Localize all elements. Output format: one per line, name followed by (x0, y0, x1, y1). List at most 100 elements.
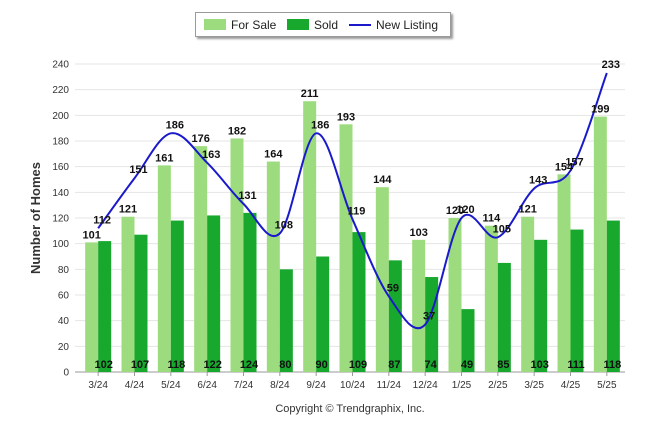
x-tick-label: 3/25 (524, 380, 544, 391)
y-tick-label: 140 (52, 188, 69, 199)
data-label-for-sale: 103 (409, 227, 427, 239)
data-label-new-listing: 186 (166, 119, 184, 131)
x-tick-label: 3/24 (88, 380, 108, 391)
data-label-new-listing: 59 (387, 282, 399, 294)
y-tick-label: 180 (52, 137, 69, 148)
x-tick-label: 4/24 (125, 380, 145, 391)
legend-label-new-listing: New Listing (376, 18, 439, 32)
data-label-for-sale: 176 (191, 133, 209, 145)
legend-item-for-sale: For Sale (204, 18, 276, 32)
bar-for-sale (448, 218, 462, 372)
x-tick-label: 4/25 (561, 380, 581, 391)
data-label-for-sale: 120 (446, 205, 464, 217)
y-tick-label: 100 (52, 239, 69, 250)
data-label-sold: 111 (567, 359, 584, 371)
y-tick-label: 80 (58, 265, 70, 276)
y-tick-label: 200 (52, 111, 69, 122)
bar-for-sale (375, 187, 389, 372)
bar-sold (388, 260, 402, 372)
data-label-for-sale: 144 (373, 174, 392, 186)
data-label-sold: 87 (388, 359, 400, 371)
data-label-sold: 102 (94, 359, 112, 371)
legend-swatch-sold (287, 19, 309, 30)
data-label-for-sale: 154 (555, 161, 574, 173)
legend-swatch-new-listing (349, 24, 371, 26)
bar-for-sale (303, 101, 317, 372)
bar-for-sale (412, 239, 426, 372)
bar-for-sale (194, 146, 208, 372)
y-tick-label: 20 (58, 342, 70, 353)
bar-sold (279, 269, 293, 372)
data-label-sold: 103 (530, 359, 548, 371)
data-label-new-listing: 157 (565, 157, 583, 169)
bar-sold (352, 232, 366, 372)
legend-item-sold: Sold (287, 18, 338, 32)
data-label-sold: 124 (240, 359, 259, 371)
data-label-for-sale: 161 (155, 152, 173, 164)
bar-for-sale (85, 242, 99, 372)
legend-label-sold: Sold (314, 18, 339, 32)
x-tick-label: 9/24 (306, 380, 326, 391)
bar-sold (497, 262, 511, 372)
y-tick-label: 160 (52, 162, 69, 173)
bar-for-sale (266, 161, 280, 372)
data-label-new-listing: 151 (129, 164, 147, 176)
bar-for-sale (121, 216, 135, 372)
data-label-for-sale: 121 (518, 204, 536, 216)
data-label-new-listing: 37 (423, 311, 435, 323)
y-tick-label: 220 (52, 85, 69, 96)
y-tick-label: 40 (58, 316, 70, 327)
y-tick-label: 120 (52, 214, 69, 225)
data-label-new-listing: 186 (311, 119, 329, 131)
line-new-listing (97, 72, 608, 330)
bar-sold (134, 234, 148, 372)
data-label-new-listing: 112 (93, 214, 111, 226)
bar-sold (461, 309, 475, 372)
data-label-sold: 122 (203, 359, 221, 371)
x-tick-label: 10/24 (340, 380, 365, 391)
y-tick-label: 0 (63, 368, 69, 379)
bar-sold (534, 239, 548, 372)
legend-item-new-listing: New Listing (349, 18, 438, 32)
data-label-new-listing: 131 (238, 190, 256, 202)
data-label-sold: 80 (279, 359, 291, 371)
bar-sold (98, 241, 112, 372)
bar-sold (170, 220, 184, 372)
data-label-new-listing: 120 (456, 204, 474, 216)
data-label-for-sale: 211 (301, 88, 319, 100)
bar-for-sale (484, 225, 498, 372)
bar-for-sale (157, 165, 171, 372)
y-axis-label: Number of Homes (28, 162, 43, 274)
x-tick-label: 5/25 (597, 380, 617, 391)
data-label-for-sale: 199 (591, 104, 609, 116)
x-tick-label: 5/24 (161, 380, 181, 391)
x-tick-label: 8/24 (270, 380, 290, 391)
copyright-text: Copyright © Trendgraphix, Inc. (275, 403, 425, 415)
data-label-new-listing: 119 (348, 205, 366, 217)
data-label-sold: 85 (497, 359, 509, 371)
bar-sold (606, 220, 620, 372)
bar-for-sale (521, 216, 535, 372)
data-label-for-sale: 193 (337, 111, 355, 123)
x-tick-label: 1/25 (452, 380, 472, 391)
data-label-sold: 118 (603, 359, 621, 371)
x-tick-label: 7/24 (234, 380, 254, 391)
x-tick-label: 6/24 (197, 380, 217, 391)
x-tick-label: 2/25 (488, 380, 508, 391)
data-label-sold: 109 (349, 359, 367, 371)
data-label-for-sale: 101 (82, 229, 100, 241)
x-tick-label: 12/24 (413, 380, 438, 391)
bar-sold (316, 256, 330, 372)
data-label-sold: 74 (425, 359, 438, 371)
legend-label-for-sale: For Sale (231, 18, 277, 32)
data-label-sold: 49 (461, 359, 473, 371)
bar-for-sale (230, 138, 244, 372)
data-label-new-listing: 108 (275, 219, 293, 231)
bar-sold (243, 212, 257, 372)
legend: For Sale Sold New Listing (195, 12, 451, 37)
y-tick-label: 60 (58, 291, 70, 302)
bar-for-sale (339, 124, 353, 372)
bar-sold (425, 277, 439, 372)
data-label-new-listing: 143 (529, 174, 547, 186)
